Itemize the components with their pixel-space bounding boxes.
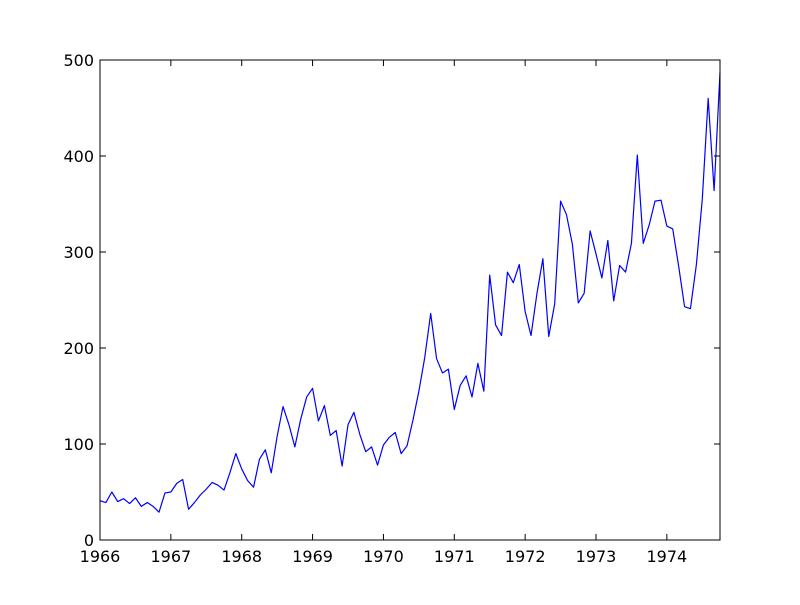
plot-area-frame	[99, 59, 721, 541]
y-tick-label-0: 0	[84, 531, 94, 550]
x-axis-tick-labels: 1966 1967 1968 1969 1970 1971 1972 1973 1974	[80, 547, 688, 566]
x-tick-label-0: 1966	[80, 547, 121, 566]
x-tick-label-4: 1970	[363, 547, 404, 566]
x-tick-label-7: 1973	[576, 547, 617, 566]
y-tick-label-5: 500	[63, 51, 94, 70]
series-layer	[99, 72, 721, 513]
y-tick-label-1: 100	[63, 435, 94, 454]
x-tick-label-3: 1969	[292, 547, 333, 566]
x-tick-label-2: 1968	[221, 547, 262, 566]
series-line-0	[99, 72, 721, 513]
x-tick-label-8: 1974	[646, 547, 687, 566]
x-tick-label-6: 1972	[505, 547, 546, 566]
x-tick-label-5: 1971	[434, 547, 475, 566]
x-tick-label-1: 1967	[150, 547, 191, 566]
y-tick-label-2: 200	[63, 339, 94, 358]
ticks-layer	[99, 59, 720, 541]
y-axis-tick-labels: 0 100 200 300 400 500	[63, 51, 94, 550]
y-tick-label-4: 400	[63, 147, 94, 166]
y-tick-label-3: 300	[63, 243, 94, 262]
